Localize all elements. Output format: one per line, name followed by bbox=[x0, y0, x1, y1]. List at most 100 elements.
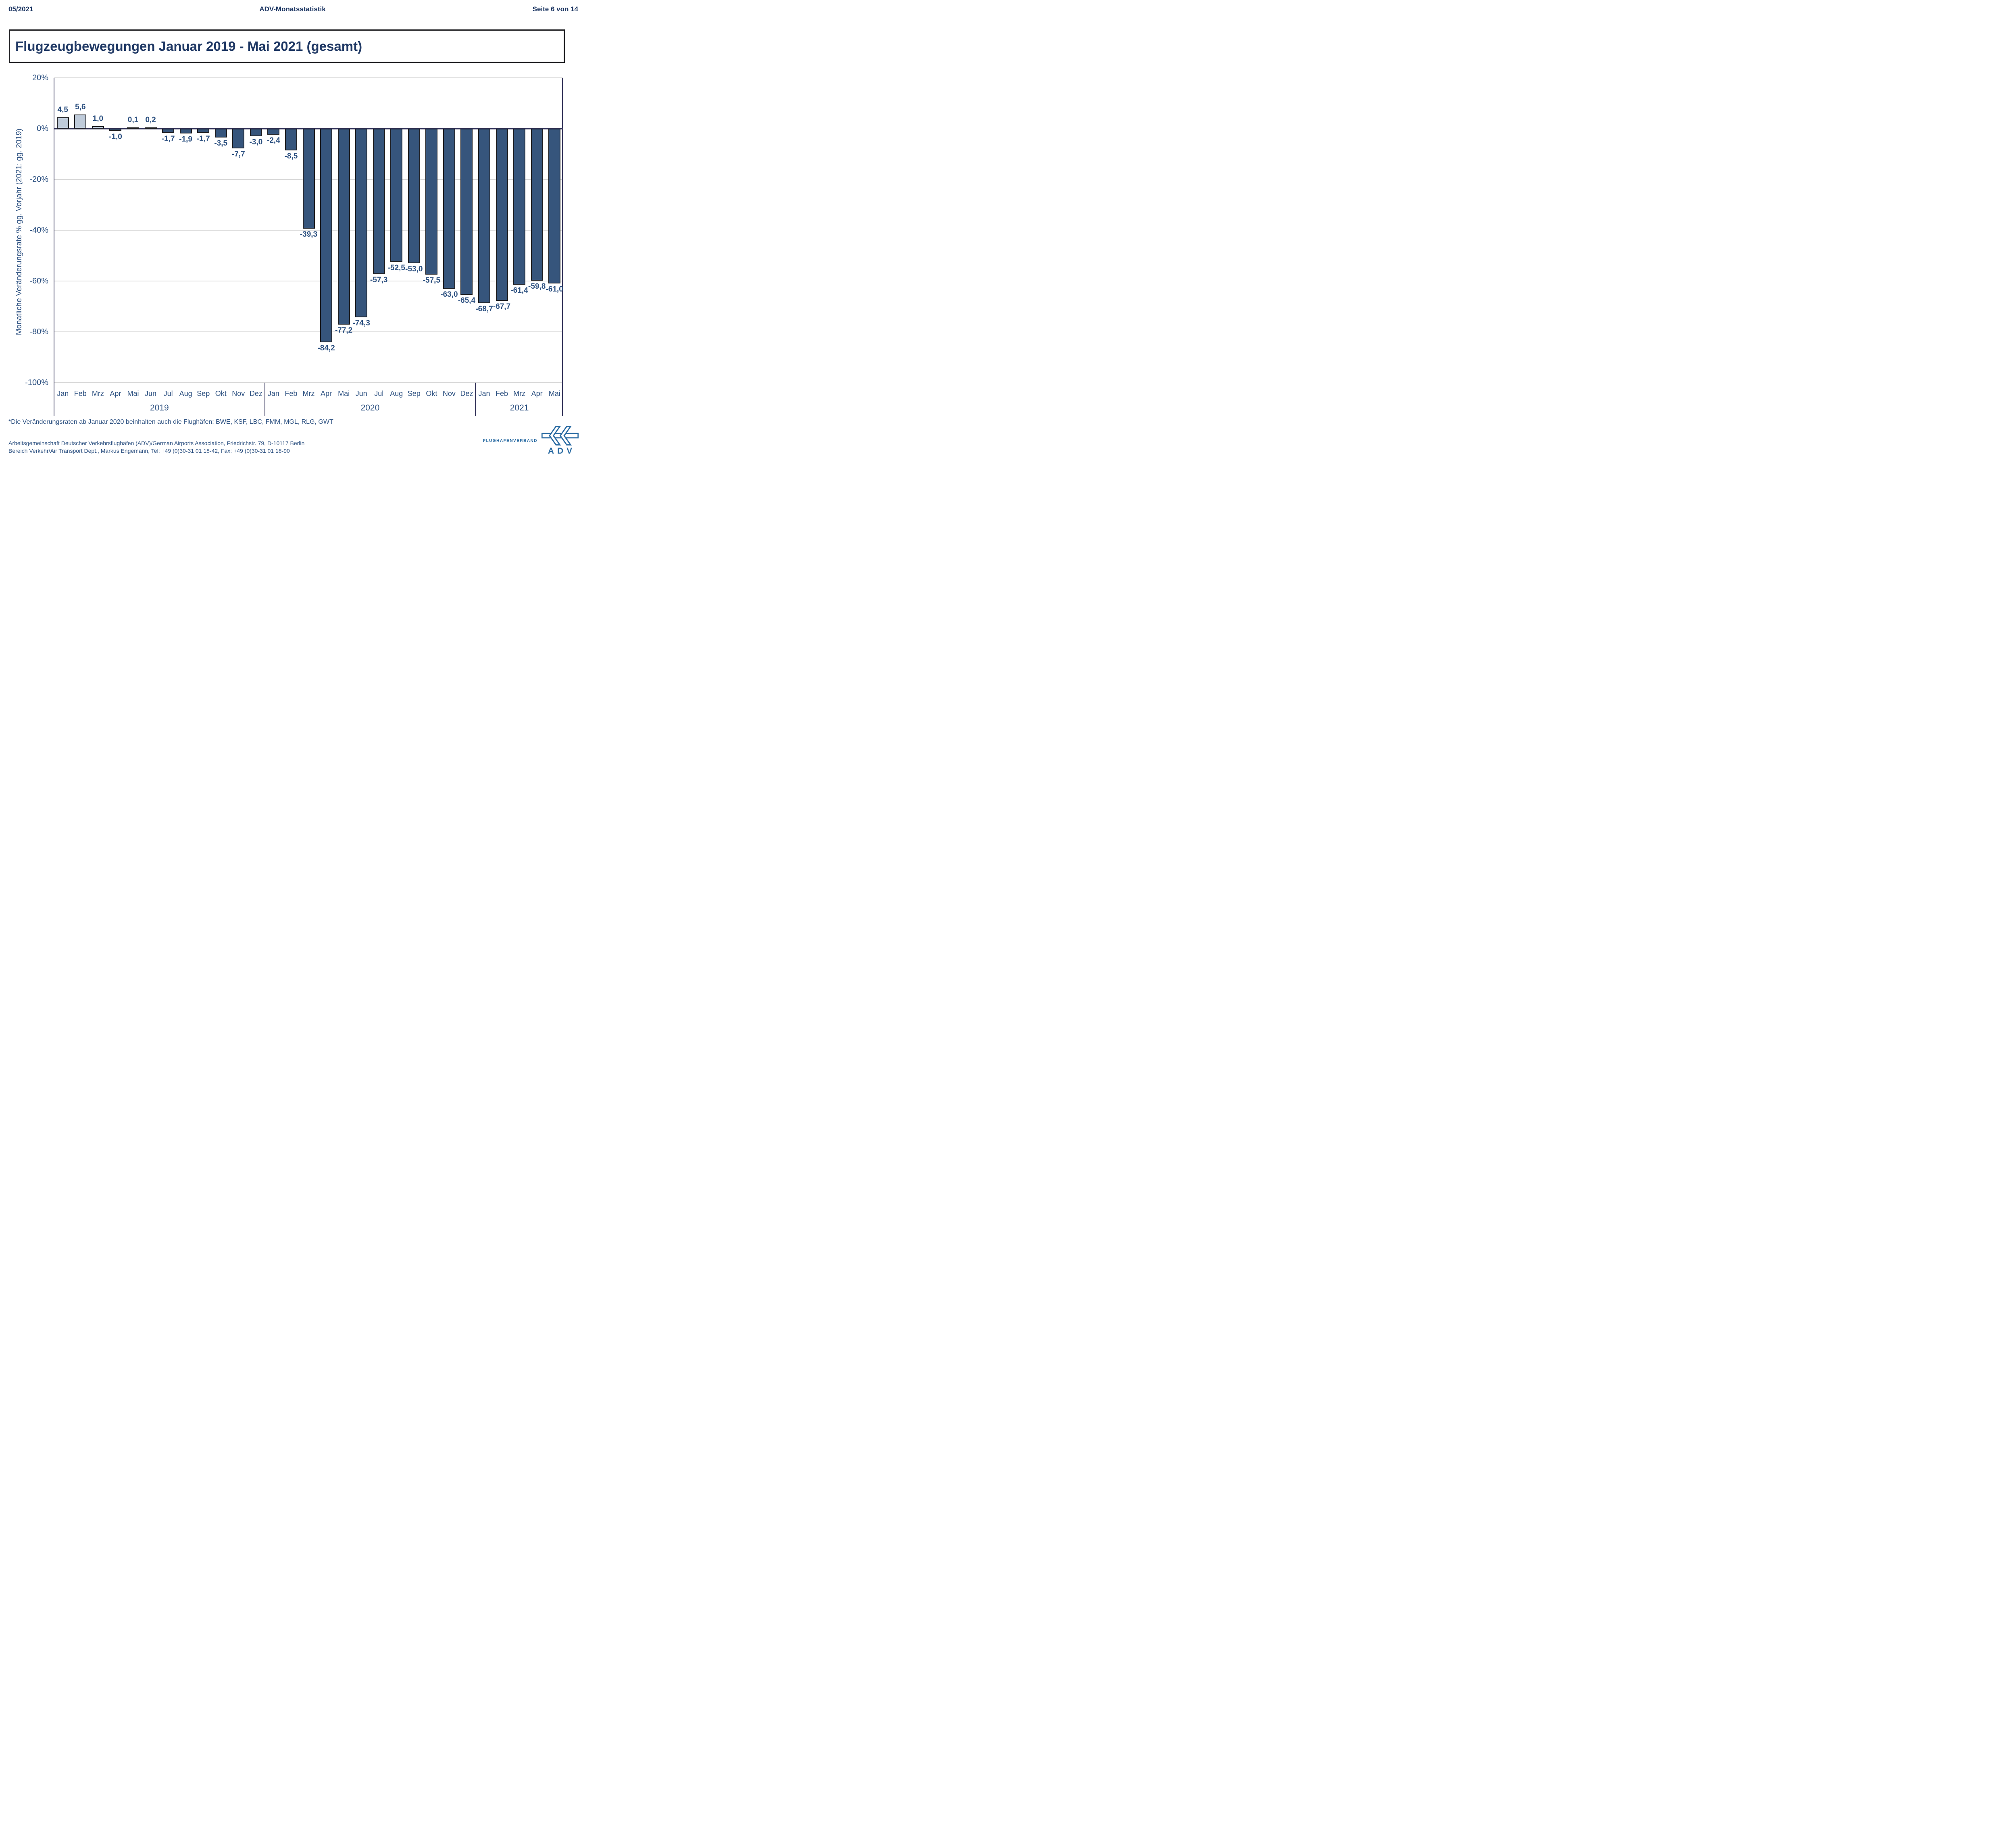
bar-2019-apr bbox=[109, 129, 122, 131]
bar-2020-nov bbox=[443, 129, 455, 289]
bar-value-label: -63,0 bbox=[440, 290, 458, 299]
bar-value-label: -1,9 bbox=[179, 135, 192, 144]
bar-value-label: -77,2 bbox=[335, 326, 353, 335]
x-tick-label: Okt bbox=[426, 389, 437, 398]
y-tick-label: -60% bbox=[29, 277, 48, 285]
x-tick-label: Feb bbox=[74, 389, 87, 398]
bar-value-label: -74,3 bbox=[352, 319, 370, 328]
year-label: 2021 bbox=[510, 403, 529, 412]
bar-2019-jan bbox=[56, 117, 69, 129]
bar-value-label: -59,8 bbox=[528, 282, 546, 291]
bar-2021-mai bbox=[548, 129, 561, 284]
year-label: 2019 bbox=[150, 403, 169, 412]
bar-value-label: 0,1 bbox=[127, 115, 139, 124]
header-doc-title: ADV-Monatsstatistik bbox=[259, 5, 326, 13]
y-tick-label: 20% bbox=[32, 73, 48, 82]
x-tick-label: Nov bbox=[442, 389, 456, 398]
bar-value-label: -53,0 bbox=[405, 264, 423, 273]
bar-2019-mrz bbox=[92, 126, 104, 129]
x-tick-label: Mrz bbox=[92, 389, 104, 398]
x-tick-label: Apr bbox=[321, 389, 332, 398]
footnote: *Die Veränderungsraten ab Januar 2020 be… bbox=[8, 419, 333, 425]
bar-value-label: -57,3 bbox=[370, 275, 388, 284]
x-tick-label: Mrz bbox=[302, 389, 315, 398]
bar-2019-nov bbox=[232, 129, 245, 148]
bar-value-label: -61,4 bbox=[510, 286, 528, 295]
x-tick-label: Nov bbox=[232, 389, 245, 398]
bar-2020-mrz bbox=[302, 129, 315, 229]
bar-2019-jul bbox=[162, 129, 175, 133]
bar-value-label: -1,7 bbox=[161, 134, 175, 143]
bar-value-label: -3,0 bbox=[249, 137, 263, 146]
x-tick-label: Jun bbox=[355, 389, 367, 398]
bar-2019-jun bbox=[144, 127, 157, 129]
gridline bbox=[54, 77, 563, 78]
x-tick-label: Mrz bbox=[513, 389, 526, 398]
x-tick-label: Jun bbox=[145, 389, 157, 398]
bar-value-label: -68,7 bbox=[475, 304, 493, 313]
x-tick-label: Apr bbox=[531, 389, 543, 398]
bar-2020-jan bbox=[267, 129, 280, 135]
x-tick-label: Sep bbox=[407, 389, 421, 398]
bar-value-label: -3,5 bbox=[214, 139, 228, 148]
x-tick-label: Jan bbox=[267, 389, 279, 398]
x-tick-label: Aug bbox=[390, 389, 403, 398]
x-tick-label: Apr bbox=[110, 389, 121, 398]
x-tick-label: Mai bbox=[338, 389, 350, 398]
bar-value-label: 1,0 bbox=[92, 114, 104, 123]
year-label: 2020 bbox=[360, 403, 380, 412]
x-tick-label: Jan bbox=[478, 389, 490, 398]
gridline bbox=[54, 382, 563, 383]
bar-value-label: -39,3 bbox=[300, 230, 318, 239]
bar-2019-dez bbox=[250, 129, 262, 136]
bar-value-label: -57,5 bbox=[423, 276, 441, 285]
bar-2021-jan bbox=[478, 129, 491, 303]
bar-value-label: 5,6 bbox=[75, 102, 86, 111]
page-header: 05/2021 ADV-Monatsstatistik Seite 6 von … bbox=[0, 5, 585, 15]
bar-value-label: -67,7 bbox=[493, 302, 511, 311]
header-date: 05/2021 bbox=[8, 5, 33, 13]
bar-2019-feb bbox=[74, 114, 87, 129]
bar-chart: 20% 0% -20% -40% -60% -80% -100% 4,5 Jan 5,6 Feb 1,… bbox=[0, 0, 585, 460]
bar-2019-sep bbox=[197, 129, 210, 133]
page-footer: Arbeitsgemeinschaft Deutscher Verkehrsfl… bbox=[8, 439, 304, 455]
bar-2021-feb bbox=[496, 129, 508, 301]
gridline bbox=[54, 331, 563, 332]
bar-2020-apr bbox=[320, 129, 333, 343]
x-tick-label: Dez bbox=[249, 389, 262, 398]
x-tick-label: Feb bbox=[285, 389, 298, 398]
bar-value-label: -1,7 bbox=[196, 134, 210, 143]
x-tick-label: Mai bbox=[548, 389, 560, 398]
bar-2020-jul bbox=[373, 129, 385, 274]
x-tick-label: Aug bbox=[179, 389, 192, 398]
x-tick-label: Dez bbox=[460, 389, 473, 398]
x-tick-label: Feb bbox=[496, 389, 508, 398]
footer-line-1: Arbeitsgemeinschaft Deutscher Verkehrsfl… bbox=[8, 440, 305, 446]
bar-2020-dez bbox=[460, 129, 473, 295]
x-tick-label: Mai bbox=[127, 389, 139, 398]
y-tick-label: -100% bbox=[25, 378, 48, 387]
page: 05/2021 ADV-Monatsstatistik Seite 6 von … bbox=[0, 0, 585, 460]
y-tick-label: 0% bbox=[37, 124, 48, 133]
bar-2020-jun bbox=[355, 129, 368, 318]
bar-value-label: -8,5 bbox=[284, 152, 298, 160]
x-tick-label: Sep bbox=[197, 389, 210, 398]
bar-2020-mai bbox=[337, 129, 350, 325]
bar-value-label: -7,7 bbox=[231, 150, 245, 158]
bar-2019-okt bbox=[215, 129, 227, 138]
bar-value-label: -65,4 bbox=[458, 296, 476, 305]
bar-value-label: -84,2 bbox=[317, 344, 335, 353]
year-separator bbox=[475, 383, 476, 416]
bar-value-label: -52,5 bbox=[387, 263, 405, 272]
bar-value-label: -61,0 bbox=[546, 285, 563, 294]
bar-value-label: -1,0 bbox=[109, 133, 122, 142]
bar-value-label: -2,4 bbox=[267, 136, 280, 145]
bar-2019-mai bbox=[127, 127, 139, 129]
bar-2020-aug bbox=[390, 129, 403, 262]
chart-title: Flugzeugbewegungen Januar 2019 - Mai 202… bbox=[15, 38, 362, 54]
x-tick-label: Okt bbox=[215, 389, 227, 398]
bar-2020-okt bbox=[425, 129, 438, 275]
bar-value-label: 0,2 bbox=[145, 115, 156, 124]
bar-2021-apr bbox=[531, 129, 543, 281]
bar-2020-feb bbox=[285, 129, 297, 150]
